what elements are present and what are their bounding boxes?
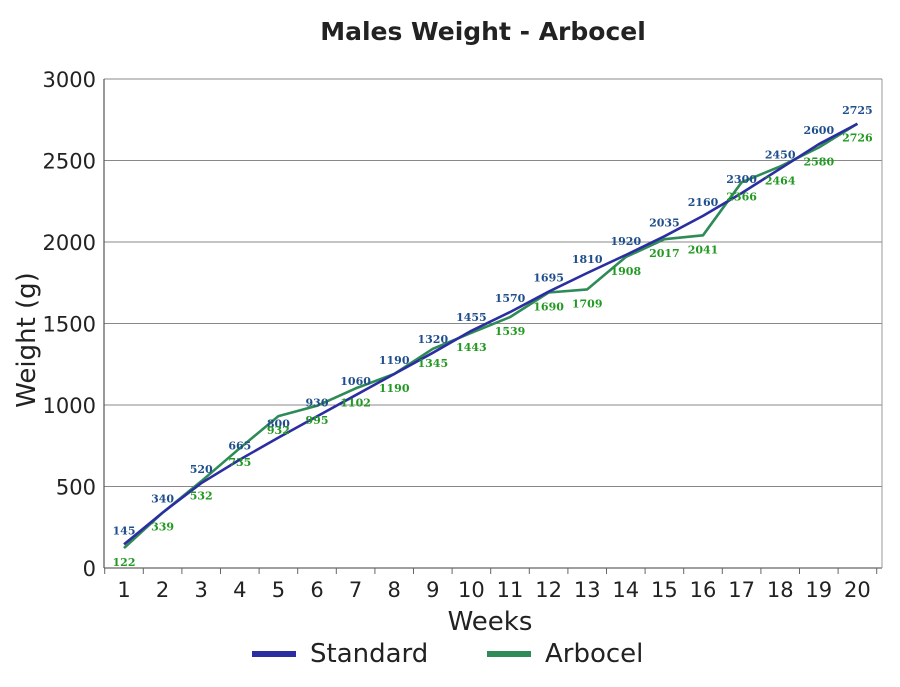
data-label-standard: 1570 [495,292,526,305]
data-label-arbocel: 532 [190,489,213,502]
y-tick-label: 3000 [43,68,96,92]
x-tick-label: 14 [612,578,639,602]
data-label-standard: 1190 [379,354,410,367]
grid-lines [104,78,882,569]
y-tick-label: 0 [83,557,96,581]
data-label-standard: 1695 [533,272,564,285]
y-tick-label: 1500 [43,313,96,337]
x-tick-label: 2 [156,578,169,602]
x-tick-label: 13 [574,578,601,602]
legend-label-standard: Standard [310,639,428,669]
data-label-arbocel: 2726 [842,132,873,145]
data-label-arbocel: 1443 [456,341,487,354]
series-lines [123,122,859,550]
legend: Standard Arbocel [252,639,643,669]
data-label-standard: 2160 [688,196,719,209]
y-tick-label: 1000 [43,394,96,418]
x-tick-label: 8 [388,578,401,602]
x-tick-label: 18 [767,578,794,602]
x-tick-label: 19 [805,578,832,602]
axes [103,79,883,574]
data-label-arbocel: 1190 [379,382,410,395]
data-label-arbocel: 735 [228,456,251,469]
x-tick-label: 17 [728,578,755,602]
data-label-arbocel: 995 [306,414,329,427]
data-label-arbocel: 1690 [533,301,564,314]
data-label-standard: 340 [151,493,174,506]
data-label-arbocel: 1709 [572,297,603,310]
data-label-arbocel: 2366 [726,190,757,203]
data-label-arbocel: 1345 [417,357,448,370]
y-tick-label: 2500 [43,150,96,174]
data-label-arbocel: 2580 [803,155,834,168]
x-tick-label: 4 [233,578,246,602]
data-label-arbocel: 2464 [765,174,796,187]
data-label-arbocel: 1102 [340,396,371,409]
data-label-standard: 1455 [456,311,487,324]
data-label-arbocel: 1908 [610,265,641,278]
data-label-arbocel: 2041 [688,243,719,256]
y-axis-title: Weight (g) [12,272,42,408]
x-tick-label: 15 [651,578,678,602]
data-label-standard: 2725 [842,104,873,117]
data-label-standard: 145 [113,524,136,537]
data-label-standard: 2450 [765,149,796,162]
data-label-arbocel: 932 [267,424,290,437]
x-tick-label: 20 [844,578,871,602]
x-tick-label: 7 [349,578,362,602]
data-label-standard: 1810 [572,253,603,266]
data-label-standard: 2300 [726,173,757,186]
data-label-standard: 800 [267,418,290,431]
data-label-standard: 520 [190,463,213,476]
x-tick-labels: 1 2 3 4 5 6 7 8 9 10 11 12 13 14 15 16 17 18 19 20 [117,578,870,602]
x-tick-label: 12 [535,578,562,602]
x-tick-label: 5 [272,578,285,602]
data-label-standard: 665 [228,440,251,453]
x-tick-label: 3 [195,578,208,602]
x-tick-label: 11 [497,578,524,602]
x-tick-label: 9 [426,578,439,602]
data-label-arbocel: 1539 [495,325,526,338]
data-label-standard: 2600 [803,124,834,137]
x-tick-label: 10 [458,578,485,602]
x-axis-title: Weeks [448,607,533,637]
data-label-standard: 930 [306,396,329,409]
data-label-standard: 1060 [340,375,371,388]
data-label-standard: 2035 [649,216,680,229]
series-line-arbocel [123,122,859,550]
y-tick-label: 500 [56,476,96,500]
x-tick-label: 1 [117,578,130,602]
x-tick-label: 16 [690,578,717,602]
data-label-arbocel: 122 [113,556,136,569]
y-tick-label: 2000 [43,231,96,255]
data-labels: 145 340 520 665 800 930 1060 1190 1320 1455 1570 16… [113,104,874,569]
chart-title: Males Weight - Arbocel [320,17,646,46]
x-tick-label: 6 [310,578,323,602]
data-label-arbocel: 2017 [649,247,680,260]
data-label-standard: 1320 [417,333,448,346]
series-line-standard [123,122,859,546]
data-label-arbocel: 339 [151,521,174,534]
y-tick-labels: 0 500 1000 1500 2000 2500 3000 [43,68,96,581]
legend-label-arbocel: Arbocel [545,639,643,669]
data-label-standard: 1920 [610,235,641,248]
